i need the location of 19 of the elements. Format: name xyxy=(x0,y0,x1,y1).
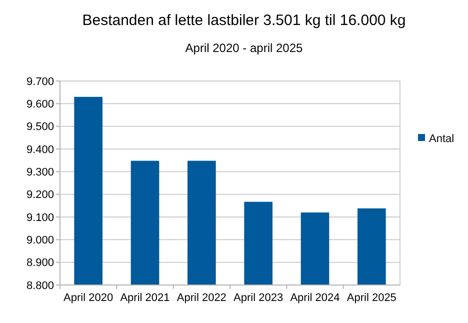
y-tick-label: 8.900 xyxy=(26,257,54,270)
y-tick-label: 9.100 xyxy=(26,212,54,224)
y-tick-label: 9.400 xyxy=(26,144,54,156)
x-tick-label: April 2024 xyxy=(290,292,340,304)
chart-title: Bestanden af lette lastbiler 3.501 kg til 16.000 kg xyxy=(82,12,406,29)
y-tick-label: 9.300 xyxy=(26,166,54,179)
x-tick-label: April 2021 xyxy=(120,292,170,304)
chart-subtitle: April 2020 - april 2025 xyxy=(185,41,304,55)
x-tick-label: April 2022 xyxy=(176,292,226,304)
y-tick-label: 9.700 xyxy=(26,76,54,88)
y-tick-label: 8.800 xyxy=(26,280,54,292)
y-tick-label: 9.200 xyxy=(26,189,54,202)
x-tick-label: April 2023 xyxy=(234,292,284,304)
x-tick-label: April 2025 xyxy=(346,292,396,304)
legend-label: Antal xyxy=(429,132,454,145)
x-tick-label: April 2020 xyxy=(64,292,114,304)
y-tick-label: 9.500 xyxy=(26,121,54,134)
y-tick-label: 9.600 xyxy=(26,98,54,111)
y-tick-label: 9.000 xyxy=(26,234,54,247)
